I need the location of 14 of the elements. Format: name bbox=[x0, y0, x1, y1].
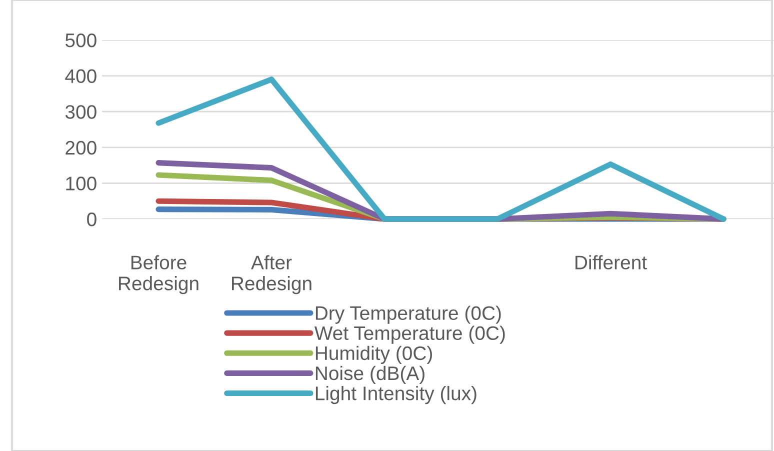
y-tick-label: 200 bbox=[66, 140, 96, 155]
legend-label: Light Intensity (lux) bbox=[316, 386, 476, 404]
y-tick-label: 500 bbox=[65, 33, 96, 48]
x-tick-label: After Redesign bbox=[232, 255, 312, 294]
legend-label: Humidity (0C) bbox=[316, 346, 432, 364]
y-tick-label: 400 bbox=[65, 69, 96, 84]
y-tick-label: 300 bbox=[65, 105, 96, 119]
legend-label: Wet Temperature (0C) bbox=[314, 326, 505, 344]
legend-label: Dry Temperature (0C) bbox=[316, 306, 501, 324]
legend-label: Noise (dB(A) bbox=[316, 366, 424, 384]
x-tick-label: Different bbox=[576, 255, 647, 270]
x-tick-label: Before Redesign bbox=[119, 255, 198, 294]
y-tick-label: 100 bbox=[66, 176, 96, 190]
y-tick-label: 0 bbox=[87, 212, 96, 226]
